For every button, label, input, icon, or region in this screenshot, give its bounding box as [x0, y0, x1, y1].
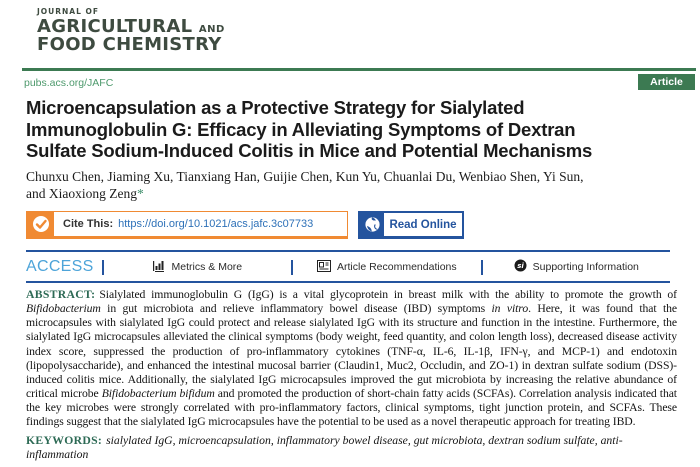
divider-rule-bottom: [26, 281, 670, 283]
svg-text:si: si: [517, 262, 524, 270]
page-title: Microencapsulation as a Protective Strat…: [26, 97, 681, 162]
vertical-divider: [480, 259, 483, 275]
doi-link[interactable]: https://doi.org/10.1021/acs.jafc.3c07733: [118, 218, 314, 230]
vertical-divider: [291, 259, 294, 275]
cite-this-label: Cite This:: [63, 218, 114, 230]
read-online-button[interactable]: Read Online: [358, 211, 464, 239]
header-rule: [22, 68, 696, 71]
vertical-divider: [101, 259, 104, 275]
article-recommendations-link[interactable]: Article Recommendations: [293, 259, 480, 275]
abstract-paragraph: ABSTRACT: Sialylated immunoglobulin G (Ig…: [26, 288, 677, 430]
author-list: Chunxu Chen, Jiaming Xu, Tianxiang Han, …: [26, 169, 681, 202]
journal-name-main: AGRICULTURAL: [37, 15, 193, 37]
abstract-section: ABSTRACT: Sialylated immunoglobulin G (Ig…: [26, 288, 677, 462]
title-line-2: Immunoglobulin G: Efficacy in Alleviatin…: [26, 118, 576, 140]
journal-name-line2: FOOD CHEMISTRY: [37, 33, 222, 55]
journal-logo: JOURNAL OF AGRICULTURAL AND FOOD CHEMIST…: [37, 7, 225, 55]
metrics-and-more-link[interactable]: Metrics & More: [104, 260, 291, 275]
access-bar: ACCESS Metrics & More: [26, 254, 670, 280]
title-line-1: Microencapsulation as a Protective Strat…: [26, 97, 525, 118]
corresponding-author-mark: *: [136, 185, 144, 201]
article-recommendations-icon: [316, 259, 331, 275]
globe-icon: [360, 213, 384, 236]
journal-site-link[interactable]: pubs.acs.org/JAFC: [24, 77, 114, 89]
authors-line-2: and Xiaoxiong Zeng*: [26, 185, 144, 201]
cite-this-bar[interactable]: Cite This: https://doi.org/10.1021/acs.j…: [26, 211, 348, 239]
authors-line-1: Chunxu Chen, Jiaming Xu, Tianxiang Han, …: [26, 169, 584, 184]
supporting-information-icon: si: [514, 259, 527, 275]
divider-rule-top: [26, 250, 670, 252]
article-type-badge: Article: [638, 74, 695, 90]
article-recommendations-label: Article Recommendations: [336, 261, 457, 273]
supporting-information-label: Supporting Information: [532, 261, 639, 273]
abstract-text: Sialylated immunoglobulin G (IgG) is a v…: [26, 288, 677, 429]
journal-kicker: JOURNAL OF: [37, 7, 100, 16]
metrics-chart-icon: [152, 260, 166, 275]
journal-name-suffix: AND: [198, 23, 225, 35]
access-link[interactable]: ACCESS: [26, 258, 94, 275]
read-online-label: Read Online: [389, 218, 457, 231]
cite-this-text: Cite This: https://doi.org/10.1021/acs.j…: [54, 212, 322, 236]
keywords-paragraph: KEYWORDS: sialylated IgG, microencapsulat…: [26, 434, 677, 462]
journal-name-line1: AGRICULTURAL AND: [37, 15, 225, 37]
title-line-3: Sulfate Sodium-Induced Colitis in Mice a…: [26, 140, 593, 161]
metrics-and-more-label: Metrics & More: [171, 261, 243, 273]
keywords-text: sialylated IgG, microencapsulation, infl…: [26, 433, 623, 461]
keywords-label: KEYWORDS:: [26, 433, 103, 447]
cite-check-icon: [27, 212, 54, 236]
supporting-information-link[interactable]: si Supporting Information: [483, 259, 670, 275]
abstract-label: ABSTRACT:: [26, 288, 96, 301]
